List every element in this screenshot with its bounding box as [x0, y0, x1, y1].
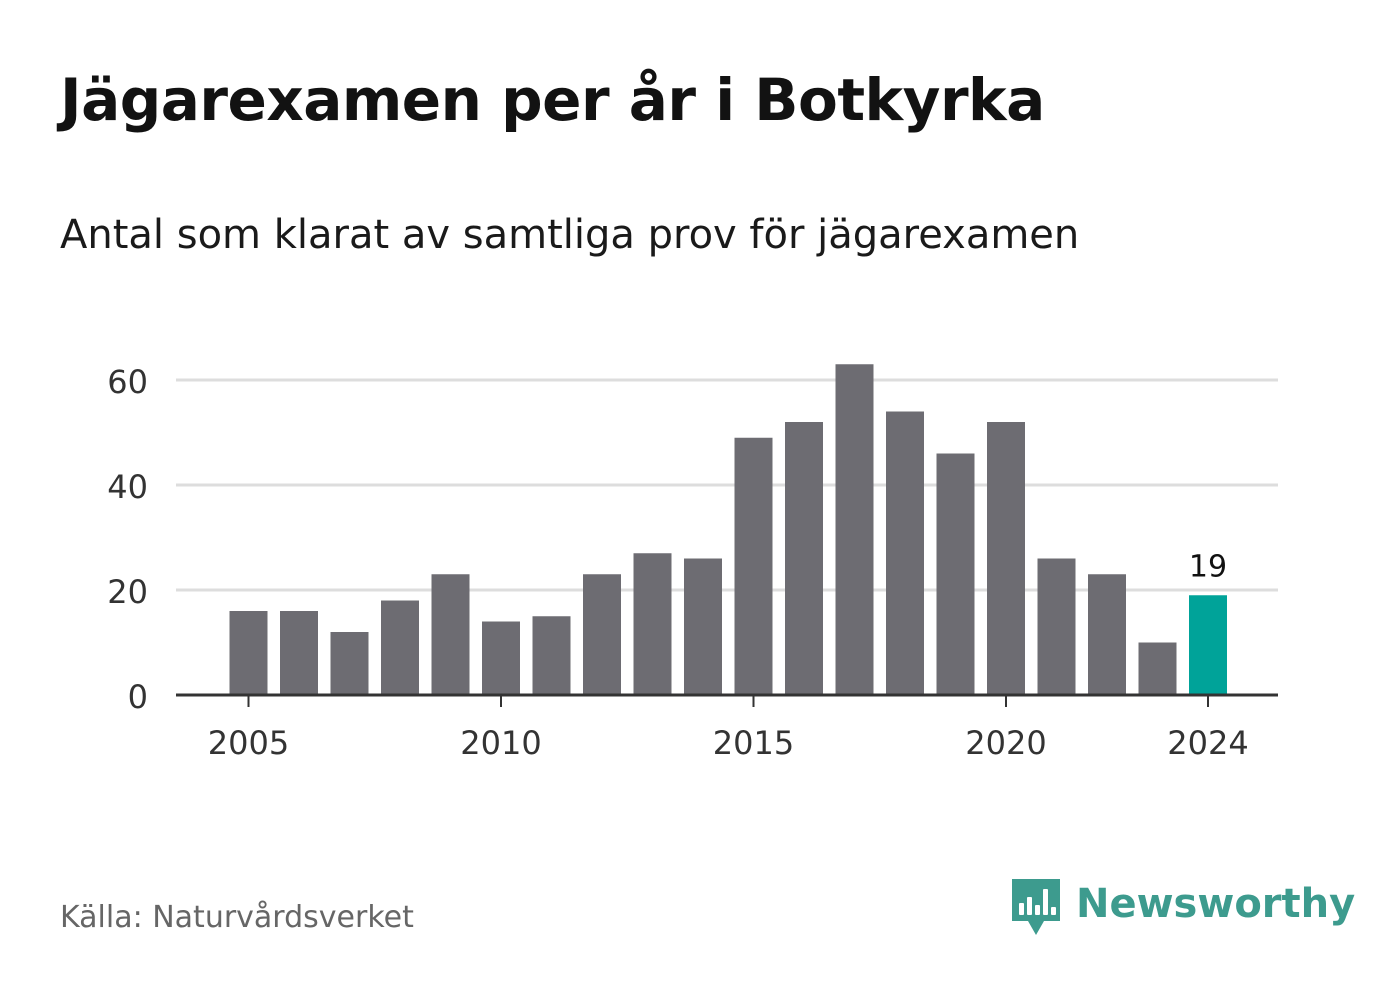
bar — [583, 574, 621, 695]
bar — [482, 621, 520, 695]
bar — [734, 437, 773, 695]
source-note: Källa: Naturvårdsverket — [60, 900, 414, 935]
bar — [229, 611, 268, 695]
bar — [1088, 574, 1126, 695]
labels: 0 20 40 60 2005 2010 2015 2020 2024 19 — [107, 363, 1248, 762]
bar — [532, 616, 571, 695]
bar — [987, 422, 1025, 695]
bar — [684, 558, 722, 695]
bar — [835, 364, 874, 695]
y-tick-label: 40 — [107, 468, 148, 506]
bar — [330, 632, 369, 695]
bars — [229, 364, 1227, 695]
bar — [633, 553, 672, 695]
x-tick-label: 2020 — [965, 724, 1046, 762]
bar — [431, 574, 470, 695]
x-tick-label: 2024 — [1167, 724, 1248, 762]
grid-lines — [176, 378, 1278, 592]
bar — [936, 453, 975, 695]
y-tick-label: 0 — [128, 678, 148, 716]
bar — [785, 422, 823, 695]
bar — [886, 411, 924, 695]
brand-logo: Newsworthy — [1010, 876, 1355, 940]
chart-title: Jägarexamen per år i Botkyrka — [60, 66, 1045, 134]
x-tick-label: 2010 — [460, 724, 541, 762]
bar — [1138, 642, 1177, 695]
newsworthy-logo-icon — [1012, 879, 1060, 935]
chart-subtitle: Antal som klarat av samtliga prov för jä… — [60, 212, 1080, 258]
y-tick-label: 60 — [107, 363, 148, 401]
bar — [381, 600, 419, 695]
data-label-2024: 19 — [1189, 549, 1227, 584]
bar — [1037, 558, 1076, 695]
brand-name: Newsworthy — [1076, 881, 1356, 927]
axes — [176, 693, 1278, 707]
bar — [280, 611, 318, 695]
x-tick-label: 2015 — [713, 724, 794, 762]
bar-highlight — [1189, 595, 1227, 695]
y-tick-label: 20 — [107, 573, 148, 611]
x-tick-label: 2005 — [208, 724, 289, 762]
